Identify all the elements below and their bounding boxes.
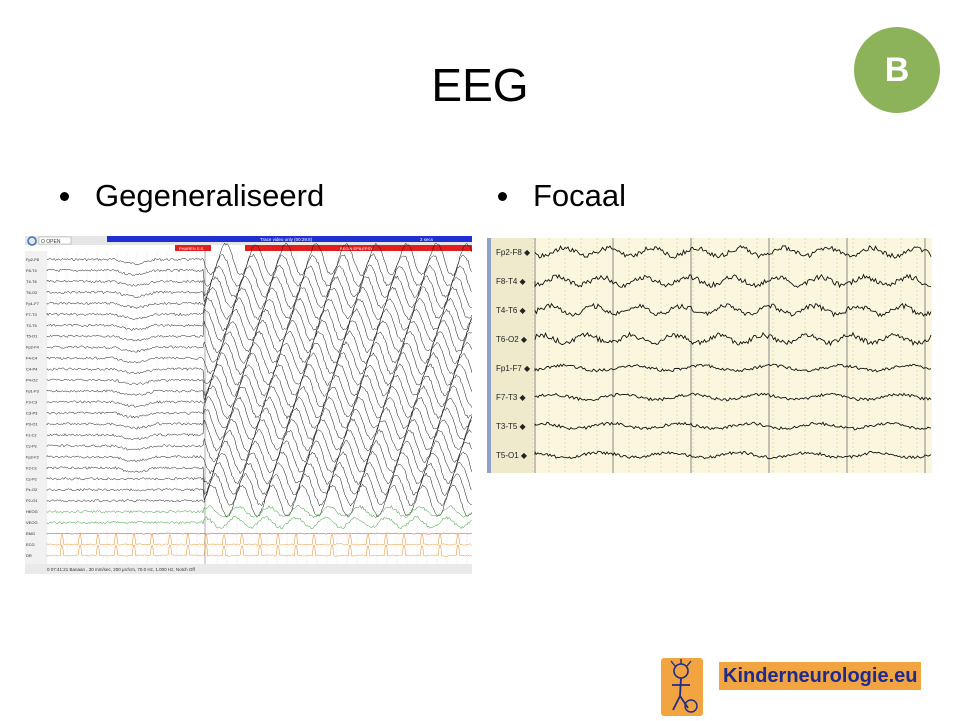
bullet-dot-icon: [498, 191, 507, 201]
channel-label: Fp1-F3: [26, 389, 40, 394]
channel-label: C4-P4: [26, 367, 38, 372]
kinderneurologie-logo: Kinderneurologie.eu: [661, 658, 931, 716]
channel-label: Cz-Pz: [26, 476, 37, 481]
eeg-trace: [46, 504, 472, 519]
channel-label: F7-T3 ◆: [496, 393, 527, 402]
channel-label: T5-O1 ◆: [496, 451, 528, 460]
eeg-trace: [534, 302, 932, 318]
slide-title: EEG: [431, 59, 529, 111]
channel-label: Fz-Cz: [26, 432, 37, 437]
channel-label: VEOG: [26, 520, 38, 525]
eeg-trace: [46, 428, 472, 464]
eeg-trace: [46, 440, 472, 475]
eeg-trace: [46, 533, 472, 546]
eeg-trace: [534, 244, 932, 259]
eeg-trace: [46, 264, 472, 299]
event-marker-2: [245, 245, 472, 251]
eeg-trace: [534, 392, 932, 402]
eeg-trace: [46, 418, 472, 452]
channel-label: Fp1-F7: [26, 301, 40, 306]
generalized-eeg-chart: O OPEN Trace video only (00:29:8) 2 secs…: [25, 236, 472, 574]
eeg-trace: [46, 450, 472, 485]
eeg-trace: [46, 407, 472, 441]
eeg-trace: [46, 374, 472, 409]
timeline-label: Trace video only (00:29:8): [260, 237, 313, 242]
channel-label: Fp1-F7 ◆: [496, 364, 531, 373]
bullet-dot-icon: [60, 191, 69, 201]
timeline-scale-label: 2 secs: [420, 237, 434, 242]
channel-label: Fp2-F8 ◆: [496, 248, 531, 257]
timeline-bar: [107, 236, 472, 242]
eeg-trace: [46, 385, 472, 420]
bullet-label: Gegeneraliseerd: [95, 178, 325, 213]
eeg-trace: [46, 286, 472, 321]
channel-label: ECG: [26, 542, 35, 547]
section-badge: B: [854, 27, 940, 113]
eeg-trace: [534, 450, 932, 460]
eeg-trace: [46, 253, 472, 288]
eeg-trace: [46, 352, 472, 387]
open-button[interactable]: [38, 236, 72, 245]
channel-label: T4-T6: [26, 279, 37, 284]
eeg-trace: [46, 242, 472, 277]
focal-eeg-image: Fp2-F8 ◆ F8-T4 ◆ T4-T6 ◆ T6-O2 ◆ Fp1-F7 ◆ F7-…: [487, 238, 932, 473]
logo-text: Kinderneurologie.eu: [719, 662, 922, 690]
channel-label: F8-T4 ◆: [496, 277, 527, 286]
eeg-trace: [46, 472, 472, 507]
event-marker-2-label: BEGIN EPILEPSY: [340, 246, 373, 251]
channel-label: T3-T5: [26, 323, 37, 328]
event-marker-1: [175, 245, 211, 251]
channel-label: Fp2-F4: [26, 345, 40, 350]
channel-label: C3-P3: [26, 410, 38, 415]
eeg-trace: [534, 421, 932, 431]
eeg-trace: [46, 461, 472, 496]
eeg-trace: [46, 532, 472, 535]
eeg-trace: [534, 363, 932, 373]
channel-label: P4-O2: [26, 378, 38, 383]
channel-label: F3-C3: [26, 400, 38, 405]
channel-label: Fp2-F2: [26, 454, 40, 459]
channel-label: Cz-Pz: [26, 443, 37, 448]
eeg-trace: [46, 363, 472, 397]
channel-label: EMG: [26, 531, 35, 536]
channel-label: F8-T4: [26, 268, 37, 273]
eeg-trace: [46, 319, 472, 354]
recording-info: 0 07:41:21 Banaan , 30 mm/sec, 200 µV/cm…: [47, 567, 196, 572]
channel-label: F2-Cz: [26, 465, 37, 470]
bullet-generalized: Gegeneraliseerd: [60, 178, 324, 214]
event-marker-1-label: PHAREN S.S.: [179, 246, 204, 251]
settings-icon[interactable]: [27, 236, 37, 246]
generalized-eeg-image: O OPEN Trace video only (00:29:8) 2 secs…: [25, 236, 472, 574]
open-button-label: O OPEN: [41, 239, 61, 245]
eeg-trace: [534, 331, 932, 347]
channel-label: T4-T6 ◆: [496, 306, 527, 315]
eeg-trace: [46, 515, 472, 530]
channel-label: P2-O1: [26, 498, 38, 503]
channel-label: Pz-O2: [26, 487, 38, 492]
channel-label: HEOG: [26, 509, 38, 514]
bullet-label: Focaal: [533, 178, 627, 213]
channel-label: P3-O1: [26, 421, 38, 426]
eeg-trace: [46, 308, 472, 343]
channel-label: T5-O1: [26, 334, 38, 339]
eeg-trace: [46, 483, 472, 518]
channel-label: DR: [26, 553, 32, 558]
eeg-trace: [46, 340, 472, 376]
channel-label: F4-C4: [26, 356, 38, 361]
bullet-focal: Focaal: [498, 178, 626, 214]
channel-label: T3-T5 ◆: [496, 422, 527, 431]
eeg-trace: [46, 275, 472, 310]
child-figure-icon: [661, 658, 703, 716]
channel-label: T6-O2 ◆: [496, 335, 528, 344]
eeg-trace: [46, 396, 472, 430]
eeg-trace: [534, 273, 932, 289]
focal-eeg-chart: Fp2-F8 ◆ F8-T4 ◆ T4-T6 ◆ T6-O2 ◆ Fp1-F7 ◆ F7-…: [487, 238, 932, 473]
channel-label: T6-O2: [26, 290, 38, 295]
channel-label: Fp2-F8: [26, 257, 40, 262]
channel-label: F7-T3: [26, 312, 37, 317]
eeg-trace: [46, 330, 472, 365]
eeg-trace: [46, 544, 472, 557]
